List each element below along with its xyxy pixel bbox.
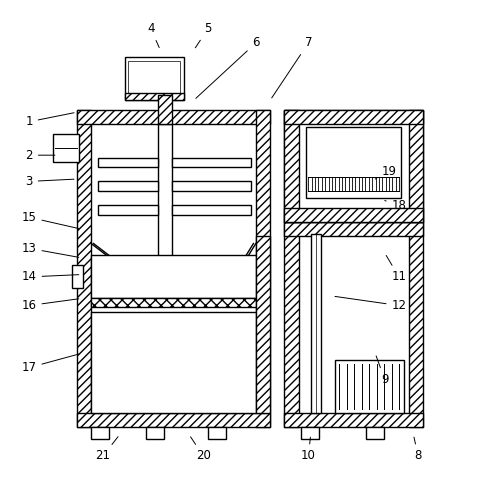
Bar	[284, 222, 299, 427]
Text: 13: 13	[22, 242, 79, 257]
Text: 18: 18	[385, 199, 407, 212]
Bar	[53, 134, 79, 162]
Bar	[172, 182, 251, 191]
Bar	[301, 427, 319, 439]
Bar	[284, 207, 423, 222]
Text: 21: 21	[96, 437, 118, 463]
Bar	[306, 127, 401, 198]
Bar	[98, 206, 158, 215]
Bar	[256, 110, 270, 427]
Text: 14: 14	[22, 270, 79, 283]
Text: 16: 16	[22, 299, 79, 312]
Bar	[284, 110, 423, 124]
Text: 11: 11	[386, 255, 407, 283]
Text: 5: 5	[195, 22, 212, 48]
Text: 6: 6	[196, 37, 259, 98]
Bar	[91, 312, 256, 413]
Bar	[158, 95, 172, 124]
Bar	[98, 158, 158, 167]
Text: 8: 8	[414, 437, 422, 463]
Bar	[409, 110, 423, 222]
Bar	[77, 413, 270, 427]
Bar	[284, 222, 423, 236]
Bar	[98, 182, 158, 191]
Bar	[146, 427, 164, 439]
Bar	[284, 413, 423, 427]
Text: 2: 2	[25, 149, 55, 162]
Bar	[335, 360, 404, 413]
Bar	[91, 299, 256, 307]
Bar	[409, 222, 423, 427]
Bar	[172, 158, 251, 167]
Bar	[128, 61, 180, 96]
Text: 17: 17	[22, 354, 79, 374]
Text: 12: 12	[335, 297, 407, 312]
Bar	[91, 427, 109, 439]
Bar	[311, 234, 321, 413]
Bar	[208, 427, 226, 439]
Text: 15: 15	[22, 211, 79, 228]
Bar	[284, 110, 423, 222]
Bar	[91, 256, 256, 299]
Text: 7: 7	[272, 37, 312, 98]
Text: 19: 19	[375, 166, 397, 179]
Bar	[77, 110, 91, 427]
Text: 10: 10	[301, 437, 316, 463]
Text: 4: 4	[147, 22, 159, 48]
Bar	[366, 427, 384, 439]
Text: 1: 1	[25, 113, 74, 128]
Bar	[125, 93, 184, 100]
Bar	[172, 206, 251, 215]
Bar	[125, 57, 184, 100]
Bar	[72, 265, 83, 288]
Text: 20: 20	[190, 437, 211, 463]
Text: 3: 3	[25, 175, 74, 188]
Bar	[284, 110, 299, 222]
Bar	[77, 110, 270, 124]
Text: 9: 9	[376, 356, 388, 386]
Bar	[256, 236, 270, 413]
